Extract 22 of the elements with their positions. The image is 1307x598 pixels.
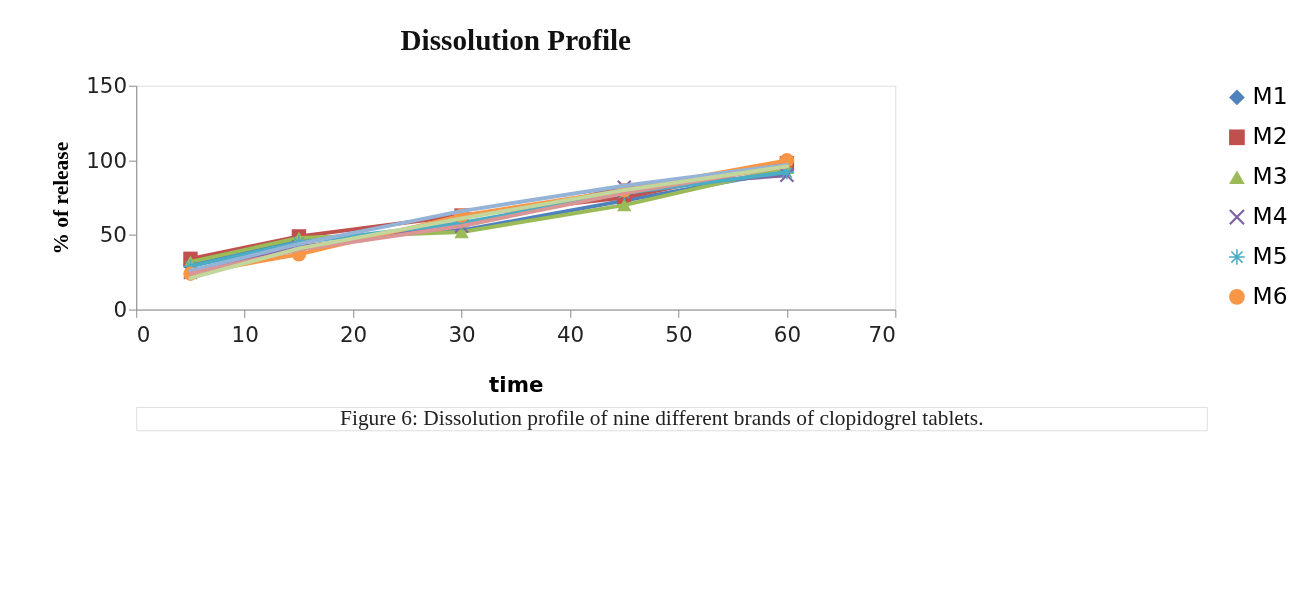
- x-tick-label: 40: [556, 322, 585, 348]
- y-tick-label: 100: [86, 147, 127, 173]
- y-tick-label: 0: [113, 296, 127, 322]
- x-tick-label: 0: [136, 322, 151, 348]
- y-tick-label: 150: [86, 73, 127, 99]
- legend-label: M3: [1252, 162, 1288, 191]
- x-tick-label: 50: [665, 322, 693, 348]
- y-axis-title: % of release: [48, 141, 73, 255]
- chart-title: Dissolution Profile: [400, 23, 632, 56]
- legend-label: M1: [1252, 82, 1288, 111]
- legend-label: M6: [1252, 281, 1288, 310]
- legend-label: M4: [1252, 201, 1288, 230]
- caption: Figure 6: Dissolution profile of nine different brands of clopidogrel tablets.: [340, 406, 984, 431]
- legend-label: M2: [1252, 122, 1288, 151]
- y-tick-label: 50: [99, 222, 127, 248]
- x-tick-label: 70: [868, 322, 896, 348]
- x-tick-label: 30: [448, 322, 476, 348]
- x-tick-label: 10: [231, 322, 259, 348]
- x-tick-label: 60: [773, 322, 802, 348]
- x-axis-title: time: [489, 371, 544, 397]
- x-tick-label: 20: [339, 322, 368, 348]
- legend-label: M5: [1252, 241, 1288, 270]
